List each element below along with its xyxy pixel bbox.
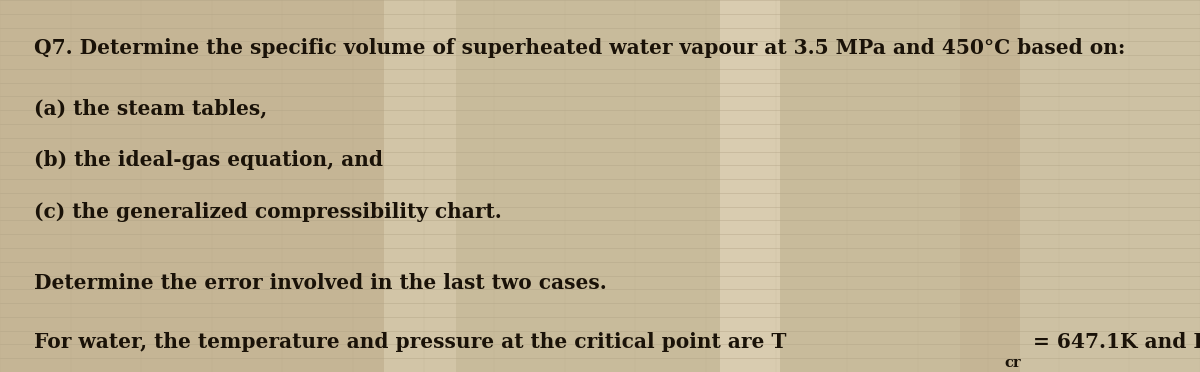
Text: Determine the error involved in the last two cases.: Determine the error involved in the last…: [34, 273, 606, 293]
Bar: [720, 0, 780, 372]
Bar: [960, 0, 1020, 372]
Bar: [0, 0, 384, 372]
Text: (c) the generalized compressibility chart.: (c) the generalized compressibility char…: [34, 202, 502, 222]
Bar: [456, 0, 720, 372]
Text: cr: cr: [1004, 356, 1021, 370]
Text: (a) the steam tables,: (a) the steam tables,: [34, 98, 266, 118]
Text: = 647.1K and P: = 647.1K and P: [1026, 332, 1200, 352]
Text: (b) the ideal-gas equation, and: (b) the ideal-gas equation, and: [34, 150, 383, 170]
Bar: [780, 0, 960, 372]
Text: For water, the temperature and pressure at the critical point are T: For water, the temperature and pressure …: [34, 332, 786, 352]
Text: Q7. Determine the specific volume of superheated water vapour at 3.5 MPa and 450: Q7. Determine the specific volume of sup…: [34, 38, 1124, 58]
Bar: [384, 0, 456, 372]
Bar: [1020, 0, 1200, 372]
